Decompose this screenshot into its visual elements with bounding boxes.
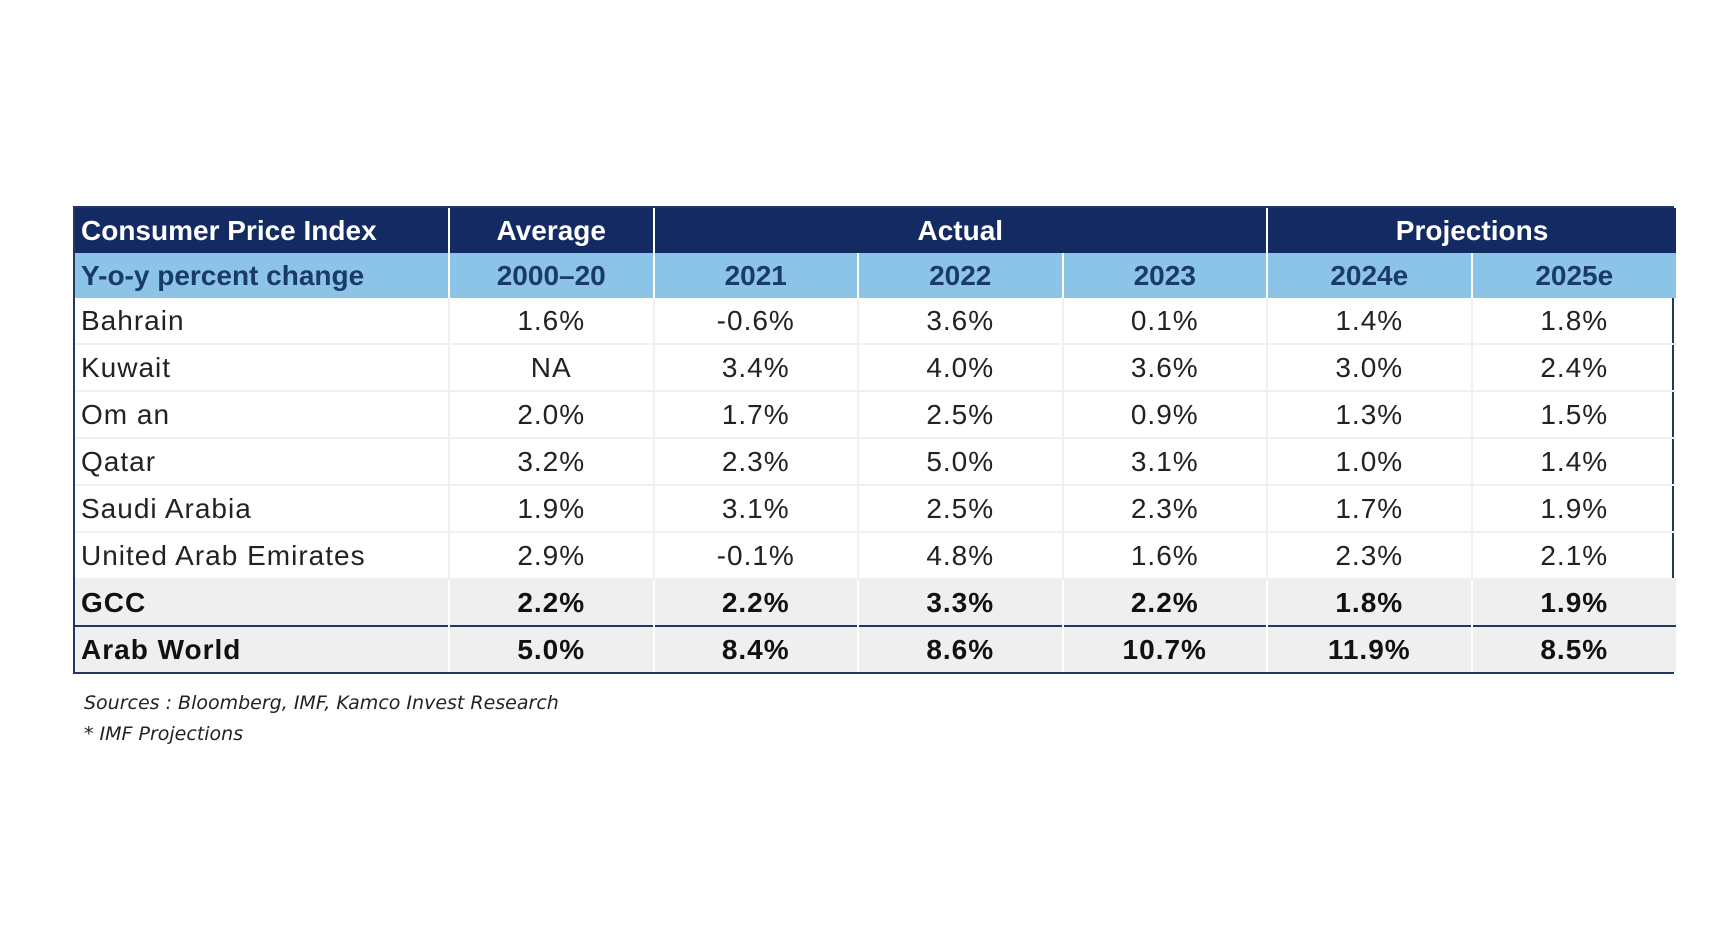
table-cell: 8.4%	[653, 625, 859, 672]
header-actual: Actual	[653, 208, 1269, 253]
cpi-table: Consumer Price Index Average Actual Proj…	[75, 208, 1677, 672]
table-cell: 3.1%	[653, 485, 859, 533]
table-cell: 1.9%	[1471, 485, 1677, 533]
table-cell: -0.1%	[653, 532, 859, 580]
table-cell: 3.4%	[653, 344, 859, 392]
cpi-table-container: Consumer Price Index Average Actual Proj…	[73, 206, 1677, 674]
table-cell: NA	[449, 344, 655, 392]
row-label: Bahrain	[75, 298, 450, 345]
table-cell: 4.0%	[858, 344, 1064, 392]
table-cell: 3.3%	[858, 578, 1064, 626]
row-label: Kuwait	[75, 344, 450, 392]
table-cell: 2.3%	[1062, 485, 1269, 533]
row-label: Saudi Arabia	[75, 485, 450, 533]
table-cell: 0.1%	[1062, 298, 1269, 345]
table-cell: 2.5%	[858, 485, 1064, 533]
table-cell: 8.6%	[858, 625, 1064, 672]
table-row: Kuwait NA 3.4% 4.0% 3.6% 3.0% 2.4%	[75, 344, 1677, 392]
table-cell: 1.4%	[1471, 438, 1677, 486]
header-row-groups: Consumer Price Index Average Actual Proj…	[75, 208, 1677, 253]
table-cell: 1.5%	[1471, 391, 1677, 439]
table-cell: 3.0%	[1267, 344, 1473, 392]
table-cell: 5.0%	[449, 625, 655, 672]
table-cell: 1.6%	[1062, 532, 1269, 580]
table-cell: 2.9%	[449, 532, 655, 580]
table-cell: 3.6%	[858, 298, 1064, 345]
footnote-text: * IMF Projections	[84, 723, 244, 745]
header-col-2022: 2022	[858, 253, 1064, 298]
table-cell: 2.0%	[449, 391, 655, 439]
total-row: GCC 2.2% 2.2% 3.3% 2.2% 1.8% 1.9%	[75, 578, 1677, 626]
table-cell: 2.2%	[449, 578, 655, 626]
table-cell: 1.3%	[1267, 391, 1473, 439]
table-row: Saudi Arabia 1.9% 3.1% 2.5% 2.3% 1.7% 1.9%	[75, 485, 1677, 533]
table-cell: 11.9%	[1267, 625, 1473, 672]
table-cell: 10.7%	[1062, 625, 1269, 672]
table-cell: 3.6%	[1062, 344, 1269, 392]
table-row: Qatar 3.2% 2.3% 5.0% 3.1% 1.0% 1.4%	[75, 438, 1677, 486]
table-cell: 2.3%	[1267, 532, 1473, 580]
table-cell: 4.8%	[858, 532, 1064, 580]
table-cell: 2.2%	[1062, 578, 1269, 626]
table-cell: 1.8%	[1471, 298, 1677, 345]
header-consumer-price-index: Consumer Price Index	[75, 208, 450, 253]
table-cell: 1.9%	[449, 485, 655, 533]
header-col-2024e: 2024e	[1267, 253, 1473, 298]
table-cell: 2.1%	[1471, 532, 1677, 580]
table-cell: 1.7%	[1267, 485, 1473, 533]
header-col-2000-20: 2000–20	[449, 253, 655, 298]
row-label: Qatar	[75, 438, 450, 486]
table-cell: 1.7%	[653, 391, 859, 439]
table-cell: 3.1%	[1062, 438, 1269, 486]
table-cell: 8.5%	[1471, 625, 1677, 672]
header-col-2021: 2021	[653, 253, 859, 298]
table-cell: 2.3%	[653, 438, 859, 486]
row-label: Om an	[75, 391, 450, 439]
header-yoy-percent-change: Y-o-y percent change	[75, 253, 450, 298]
table-cell: 1.6%	[449, 298, 655, 345]
table-row: United Arab Emirates 2.9% -0.1% 4.8% 1.6% 2.3…	[75, 532, 1677, 580]
table-cell: 2.4%	[1471, 344, 1677, 392]
sources-note: Sources : Bloomberg, IMF, Kamco Invest R…	[84, 688, 559, 750]
header-row-periods: Y-o-y percent change 2000–20 2021 2022 2…	[75, 253, 1677, 298]
sources-text: Sources : Bloomberg, IMF, Kamco Invest R…	[84, 692, 559, 714]
table-cell: 1.8%	[1267, 578, 1473, 626]
table-cell: 2.5%	[858, 391, 1064, 439]
header-average: Average	[449, 208, 655, 253]
table-cell: 1.9%	[1471, 578, 1677, 626]
row-label: GCC	[75, 578, 450, 626]
row-label: Arab World	[75, 625, 450, 672]
table-row: Bahrain 1.6% -0.6% 3.6% 0.1% 1.4% 1.8%	[75, 298, 1677, 345]
header-col-2025e: 2025e	[1471, 253, 1677, 298]
table-body: Bahrain 1.6% -0.6% 3.6% 0.1% 1.4% 1.8% Kuwait NA…	[75, 298, 1677, 672]
table-cell: -0.6%	[653, 298, 859, 345]
table-cell: 1.4%	[1267, 298, 1473, 345]
total-row: Arab World 5.0% 8.4% 8.6% 10.7% 11.9% 8.5%	[75, 625, 1677, 672]
row-label: United Arab Emirates	[75, 532, 450, 580]
table-cell: 2.2%	[653, 578, 859, 626]
table-row: Om an 2.0% 1.7% 2.5% 0.9% 1.3% 1.5%	[75, 391, 1677, 439]
table-cell: 0.9%	[1062, 391, 1269, 439]
table-cell: 5.0%	[858, 438, 1064, 486]
table-cell: 1.0%	[1267, 438, 1473, 486]
header-projections: Projections	[1267, 208, 1677, 253]
table-cell: 3.2%	[449, 438, 655, 486]
header-col-2023: 2023	[1062, 253, 1269, 298]
